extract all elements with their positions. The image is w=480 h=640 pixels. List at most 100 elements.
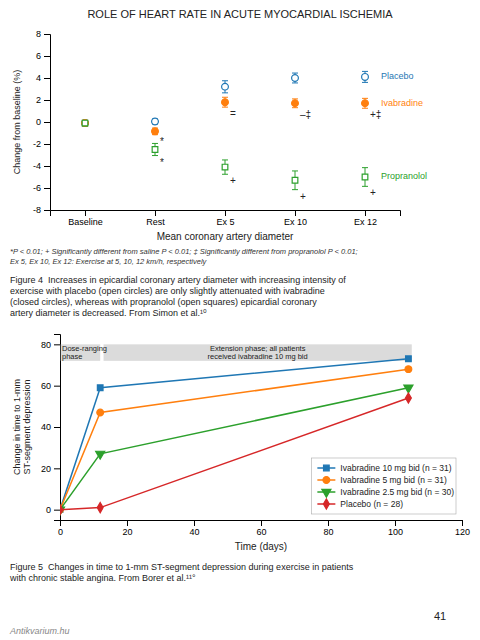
marker [405,393,411,403]
legend-label: Placebo (n = 28) [340,499,403,509]
x-tick-mark [462,520,463,526]
x-tick-label: 60 [256,527,266,537]
y-tick: -8 [33,205,50,215]
x-tick-label: Baseline [68,217,103,227]
y-tick-mark [44,56,50,57]
y-tick-mark [54,386,60,387]
marker [222,99,229,106]
chart: BaselineRestEx 5Ex 10Ex 12-8-6-4-202468P… [12,29,427,242]
marker [152,147,158,153]
page-number: 41 [434,610,446,622]
y-tick: 6 [36,51,50,61]
watermark-line: Antikvarium.hu [9,626,70,636]
marker [82,120,88,126]
legend-item: Ivabradine 10 mg bid (n = 31) [317,463,451,473]
y-tick-mark [44,188,50,189]
y-tick-mark [54,344,60,345]
caption-line: Figure 4 Increases in epicardial coronar… [10,275,346,285]
x-tick-label: 120 [455,527,470,537]
x-axis-line [61,521,463,527]
caption-line: Figure 5 Changes in time to 1-mm ST-segm… [10,562,354,572]
phase-label: Extension phase; all patientsreceived iv… [208,344,308,361]
marker [82,120,89,127]
error-bar [152,119,158,125]
series [82,71,369,126]
legend-symbol [322,489,331,497]
x-axis-title-line: Mean coronary artery diameter [157,231,294,242]
error-bar [292,73,298,83]
y-tick: 4 [36,73,50,83]
series [82,120,368,189]
y-tick-mark [44,78,50,79]
error-bar [222,97,228,107]
x-axis-title-line: Time (days) [235,541,287,552]
labels: Placebo*=–‡+‡Ivabradine*+++Propranolol [160,71,427,201]
y-tick-mark [44,210,50,211]
x-tick-mark [328,520,329,526]
series-label: Placebo [381,71,414,81]
legend-item: Ivabradine 2.5 mg bid (n = 30) [317,487,454,498]
phase-label-line: phase [62,352,82,361]
phase-band [104,344,412,361]
phase-label: Dose-rangingphase [62,344,107,361]
marker [152,128,159,135]
error-bar [82,120,88,126]
y-tick-label: 4 [36,73,41,83]
error-bar [362,168,368,187]
y-tick-label: -8 [33,205,41,215]
x-axis-title: Time (days) [235,541,287,552]
footnote-line: *P < 0.01; + Significantly different fro… [10,247,358,256]
series-label: Propranolol [381,171,427,181]
legend-symbol [323,477,330,484]
y-tick-label: 0 [36,117,41,127]
x-axis-title: Mean coronary artery diameter [157,231,294,242]
x-tick-mark [225,210,226,216]
caption-line: with chronic stable angina. From Borer e… [9,573,196,583]
x-tick-label: 20 [122,527,132,537]
y-tick-mark [54,427,60,428]
error-bar [362,71,368,82]
y-tick-mark [44,100,50,101]
x-tick-label: 0 [58,527,63,537]
error-bar [292,99,298,108]
marker [292,75,299,82]
error-bar [152,128,158,135]
series [82,97,369,134]
y-axis-title-line: Change from baseline (%) [12,70,22,175]
y-tick-label: 40 [41,422,51,432]
y-axis-title-line: ST-segment depression [22,379,32,474]
chart: 020406080100120020406080Dose-rangingphas… [12,335,470,553]
y-tick-label: 80 [41,340,51,350]
y-tick-label: 0 [46,505,51,515]
x-tick: 100 [388,520,403,537]
y-tick-mark [44,122,50,123]
x-tick: 60 [256,520,266,537]
x-tick: 80 [323,520,333,537]
y-tick: -2 [33,139,50,149]
legend: Ivabradine 10 mg bid (n = 31) Ivabradine … [311,458,456,514]
y-axis-title: Change in time to 1-mmST-segment depress… [12,379,32,475]
error-bar [82,120,88,126]
y-tick-label: 60 [41,381,51,391]
x-tick-mark [127,520,128,526]
y-tick-label: -4 [33,161,41,171]
x-tick-mark [261,520,262,526]
x-tick-mark [295,210,296,216]
y-tick-label: 2 [36,95,41,105]
caption-line: exercise with placebo (open circles) are… [10,286,325,296]
y-tick-mark [44,144,50,145]
y-tick: -6 [33,183,50,193]
y-axis-title: Change from baseline (%) [12,70,22,175]
error-bar [222,160,228,174]
y-tick-label: 8 [36,29,41,39]
x-tick: Rest [146,210,165,227]
x-tick: 20 [122,520,132,537]
caption-line: artery diameter is decreased. From Simon… [10,308,207,318]
y-tick: 8 [36,29,50,39]
x-tick: Ex 5 [216,210,234,227]
x-tick-mark [365,210,366,216]
y-axis-line [44,35,51,211]
x-axis-line [51,211,401,217]
legend-item: Placebo (n = 28) [317,499,403,509]
x-tick: 0 [58,520,63,537]
